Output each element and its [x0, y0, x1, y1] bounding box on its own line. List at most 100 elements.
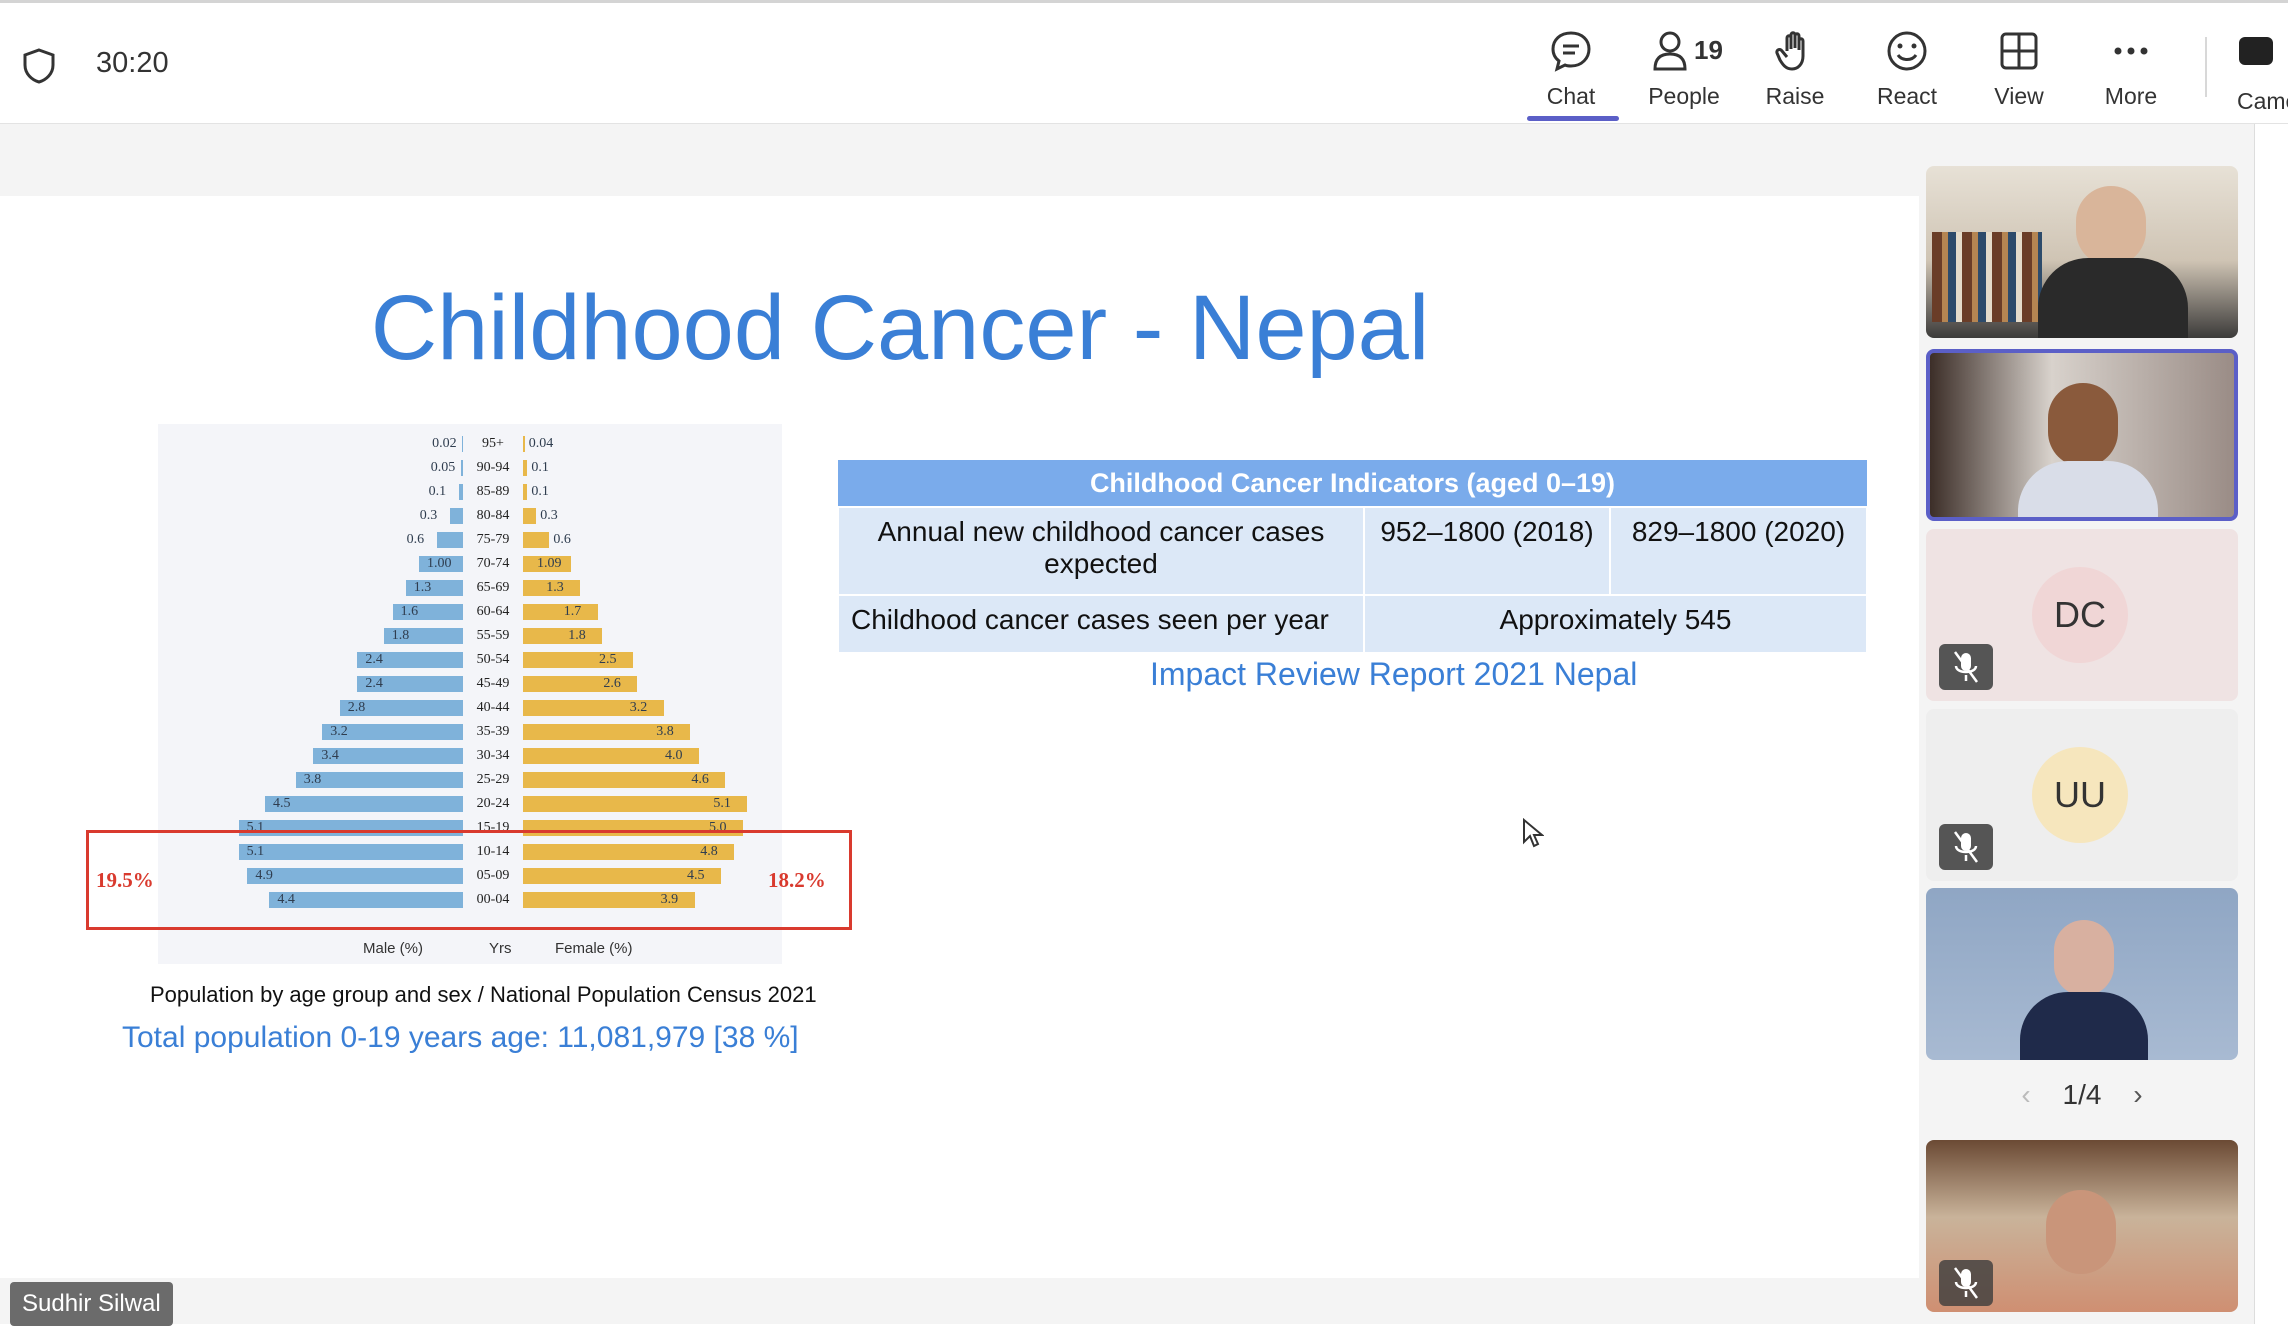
age-group-label: 70-74: [476, 556, 510, 571]
female-bar: [523, 844, 735, 860]
male-bar: [339, 700, 463, 716]
female-axis-label: Female (%): [555, 940, 633, 957]
male-axis-label: Male (%): [363, 940, 424, 957]
female-bar: [523, 676, 638, 692]
people-count: 19: [1694, 35, 1723, 65]
age-group-label: 25-29: [476, 772, 510, 787]
male-bar: [269, 892, 463, 908]
male-value-label: 5.1: [246, 844, 265, 859]
view-label: View: [1994, 83, 2044, 109]
male-bar: [460, 460, 463, 476]
female-bar: [523, 748, 699, 764]
female-bar: [523, 796, 748, 812]
view-button[interactable]: View: [1969, 29, 2069, 110]
toolbar-divider: [2205, 37, 2207, 97]
more-icon: [2114, 47, 2148, 55]
person-head: [2076, 186, 2146, 266]
female-value-label: 2.6: [603, 676, 621, 691]
raise-label: Raise: [1765, 83, 1825, 109]
person-head: [2046, 1190, 2116, 1274]
row1-value-2018: 952–1800 (2018): [1363, 506, 1611, 596]
male-value-label: 0.1: [428, 484, 447, 499]
participant-video-tile[interactable]: [1926, 166, 2238, 338]
male-value-label: 4.5: [273, 796, 291, 811]
people-label: People: [1648, 83, 1720, 109]
source-text: Impact Review Report 2021 Nepal: [1150, 656, 1638, 692]
age-group-label: 55-59: [476, 628, 510, 643]
page-indicator: 1/4: [2062, 1079, 2102, 1110]
row1-value-2020: 829–1800 (2020): [1609, 506, 1868, 596]
age-group-label: 75-79: [476, 532, 510, 547]
participant-avatar-tile[interactable]: DC: [1926, 529, 2238, 701]
male-value-label: 0.05: [430, 460, 456, 475]
age-group-label: 65-69: [476, 580, 510, 595]
female-value-label: 1.09: [536, 556, 562, 571]
total-population-text: Total population 0-19 years age: 11,081,…: [122, 1021, 799, 1054]
male-bar: [405, 580, 463, 596]
female-bar: [523, 532, 550, 548]
female-bar: [523, 700, 664, 716]
person-body: [2018, 461, 2158, 517]
people-icon: [1653, 31, 1687, 71]
female-value-label: 3.9: [660, 892, 679, 907]
male-value-label: 0.3: [419, 508, 438, 523]
participant-rail: DC UU ‹ 1/4 ›: [1919, 124, 2254, 1324]
female-bar: [523, 652, 633, 668]
female-value-label: 3.8: [656, 724, 674, 739]
age-group-label: 95+: [482, 436, 504, 451]
react-button[interactable]: React: [1857, 29, 1957, 110]
bookshelf: [1932, 232, 2042, 322]
participant-video-tile[interactable]: [1926, 888, 2238, 1060]
more-button[interactable]: More: [2081, 29, 2181, 110]
female-share-label: 18.2%: [768, 868, 826, 892]
participant-video-tile-selected[interactable]: [1926, 349, 2238, 521]
mouse-cursor-icon: [1523, 818, 1544, 848]
people-button[interactable]: 19 People: [1634, 29, 1734, 110]
chat-label: Chat: [1546, 83, 1596, 109]
row2-label: Childhood cancer cases seen per year: [837, 594, 1365, 654]
female-bar: [523, 484, 528, 500]
female-value-label: 2.5: [599, 652, 617, 667]
female-bar: [523, 724, 691, 740]
female-bar: [523, 868, 721, 884]
female-value-label: 4.8: [700, 844, 718, 859]
highlight-box-0-19: [86, 830, 852, 930]
male-bar: [449, 508, 463, 524]
chat-button[interactable]: Chat: [1521, 29, 1621, 110]
male-bar: [383, 628, 463, 644]
female-bar: [523, 628, 603, 644]
chevron-right-icon[interactable]: ›: [2133, 1079, 2143, 1110]
person-head: [2048, 383, 2118, 467]
shield-icon[interactable]: [22, 47, 56, 90]
male-value-label: 2.4: [365, 676, 383, 691]
female-bar: [523, 604, 598, 620]
raise-button[interactable]: Raise: [1745, 29, 1845, 110]
person-body: [2020, 992, 2148, 1060]
table-header: Childhood Cancer Indicators (aged 0–19): [838, 460, 1867, 507]
female-bar: [523, 556, 571, 572]
male-bar: [247, 868, 463, 884]
participant-video-tile[interactable]: [1926, 1140, 2238, 1312]
male-bar: [458, 484, 463, 500]
table-row: Childhood cancer cases seen per year App…: [837, 594, 1868, 654]
camera-button[interactable]: Came: [2237, 29, 2288, 115]
male-bar: [436, 532, 463, 548]
mic-off-icon: [1939, 824, 1993, 870]
avatar: UU: [2032, 747, 2128, 843]
chevron-left-icon[interactable]: ‹: [2021, 1079, 2031, 1110]
slide-title: Childhood Cancer - Nepal: [370, 277, 1430, 379]
age-group-label: 10-14: [476, 844, 510, 859]
female-bar: [523, 436, 525, 452]
male-value-label: 3.8: [303, 772, 322, 787]
female-value-label: 4.6: [691, 772, 709, 787]
mic-off-icon: [1939, 1260, 1993, 1306]
male-bar: [357, 652, 463, 668]
female-value-label: 0.04: [528, 436, 554, 451]
person-body: [2038, 258, 2188, 338]
age-group-label: 00-04: [476, 892, 510, 907]
mic-off-icon: [1939, 644, 1993, 690]
age-group-label: 05-09: [476, 868, 510, 883]
age-group-label: 45-49: [476, 676, 510, 691]
population-pyramid: 0.02 95+ 0.04 0.05 90-94 0.1 0.1 85-89 0.1 0.3 80-…: [158, 424, 782, 964]
participant-avatar-tile[interactable]: UU: [1926, 709, 2238, 881]
